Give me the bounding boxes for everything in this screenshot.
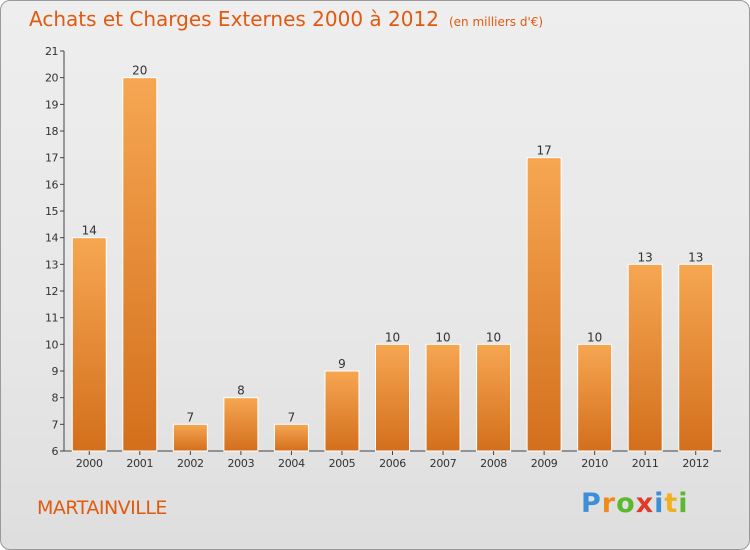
logo-letter: r (601, 488, 617, 519)
bar-value-label: 10 (385, 330, 400, 344)
logo-letter: P (581, 488, 602, 519)
y-tick-label: 10 (45, 338, 58, 351)
bar (678, 263, 714, 452)
bar-value-label: 14 (82, 224, 97, 238)
y-tick-label: 18 (45, 125, 58, 138)
bar-value-label: 9 (338, 357, 346, 371)
x-tick-label: 2008 (480, 457, 507, 470)
y-tick-label: 13 (45, 258, 58, 271)
x-tick-label: 2004 (278, 457, 305, 470)
y-tick-label: 20 (45, 72, 58, 85)
logo-letter: i (654, 488, 665, 519)
y-tick-label: 14 (45, 232, 58, 245)
bar (223, 397, 259, 452)
logo-letter: o (616, 488, 636, 519)
logo-letter: x (635, 488, 655, 519)
chart-title-text: Achats et Charges Externes 2000 à 2012 (29, 7, 439, 31)
bar-value-label: 13 (638, 250, 653, 264)
logo-letter: i (678, 488, 689, 519)
x-tick-label: 2005 (329, 457, 356, 470)
bar (476, 343, 512, 452)
y-tick-label: 11 (45, 312, 58, 325)
x-tick-label: 2007 (430, 457, 457, 470)
bar-value-label: 8 (237, 384, 245, 398)
x-tick-label: 2000 (76, 457, 103, 470)
y-tick-label: 8 (52, 392, 59, 405)
bar (375, 343, 410, 452)
x-tick-label: 2001 (126, 457, 153, 470)
bar-value-label: 10 (486, 330, 501, 344)
bar-value-label: 10 (435, 330, 450, 344)
bar-value-label: 13 (688, 250, 703, 264)
y-tick-label: 7 (52, 418, 59, 431)
proxiti-logo: Proxiti (581, 488, 689, 519)
chart-title: Achats et Charges Externes 2000 à 2012 (e… (29, 7, 543, 31)
bar-value-label: 17 (536, 144, 551, 158)
y-tick-label: 15 (45, 205, 58, 218)
x-tick-label: 2010 (581, 457, 608, 470)
bar-value-label: 20 (132, 64, 147, 78)
chart-subtitle: (en milliers d'€) (448, 15, 544, 29)
bar (577, 343, 613, 452)
x-tick-label: 2006 (379, 457, 406, 470)
logo-letter: t (664, 488, 679, 519)
x-tick-label: 2011 (632, 457, 659, 470)
x-tick-label: 2003 (227, 457, 254, 470)
y-tick-label: 9 (52, 365, 59, 378)
bar (526, 157, 562, 452)
bar-value-label: 7 (288, 410, 296, 424)
bar (172, 423, 208, 452)
bar-value-label: 7 (187, 410, 195, 424)
y-tick-label: 6 (52, 445, 59, 458)
bar (122, 77, 158, 452)
commune-name: MARTAINVILLE (37, 497, 167, 519)
x-tick-label: 2012 (682, 457, 709, 470)
bar (324, 370, 360, 452)
bar (273, 423, 309, 452)
y-tick-label: 12 (45, 285, 58, 298)
x-tick-label: 2009 (531, 457, 558, 470)
y-tick-label: 19 (45, 98, 58, 111)
bar (627, 263, 663, 452)
bar-value-label: 10 (587, 330, 602, 344)
y-tick-label: 16 (45, 178, 58, 191)
y-tick-label: 21 (45, 45, 58, 58)
x-tick-label: 2002 (177, 457, 204, 470)
bar (425, 343, 461, 452)
bar (71, 237, 107, 452)
y-tick-label: 17 (45, 152, 58, 165)
